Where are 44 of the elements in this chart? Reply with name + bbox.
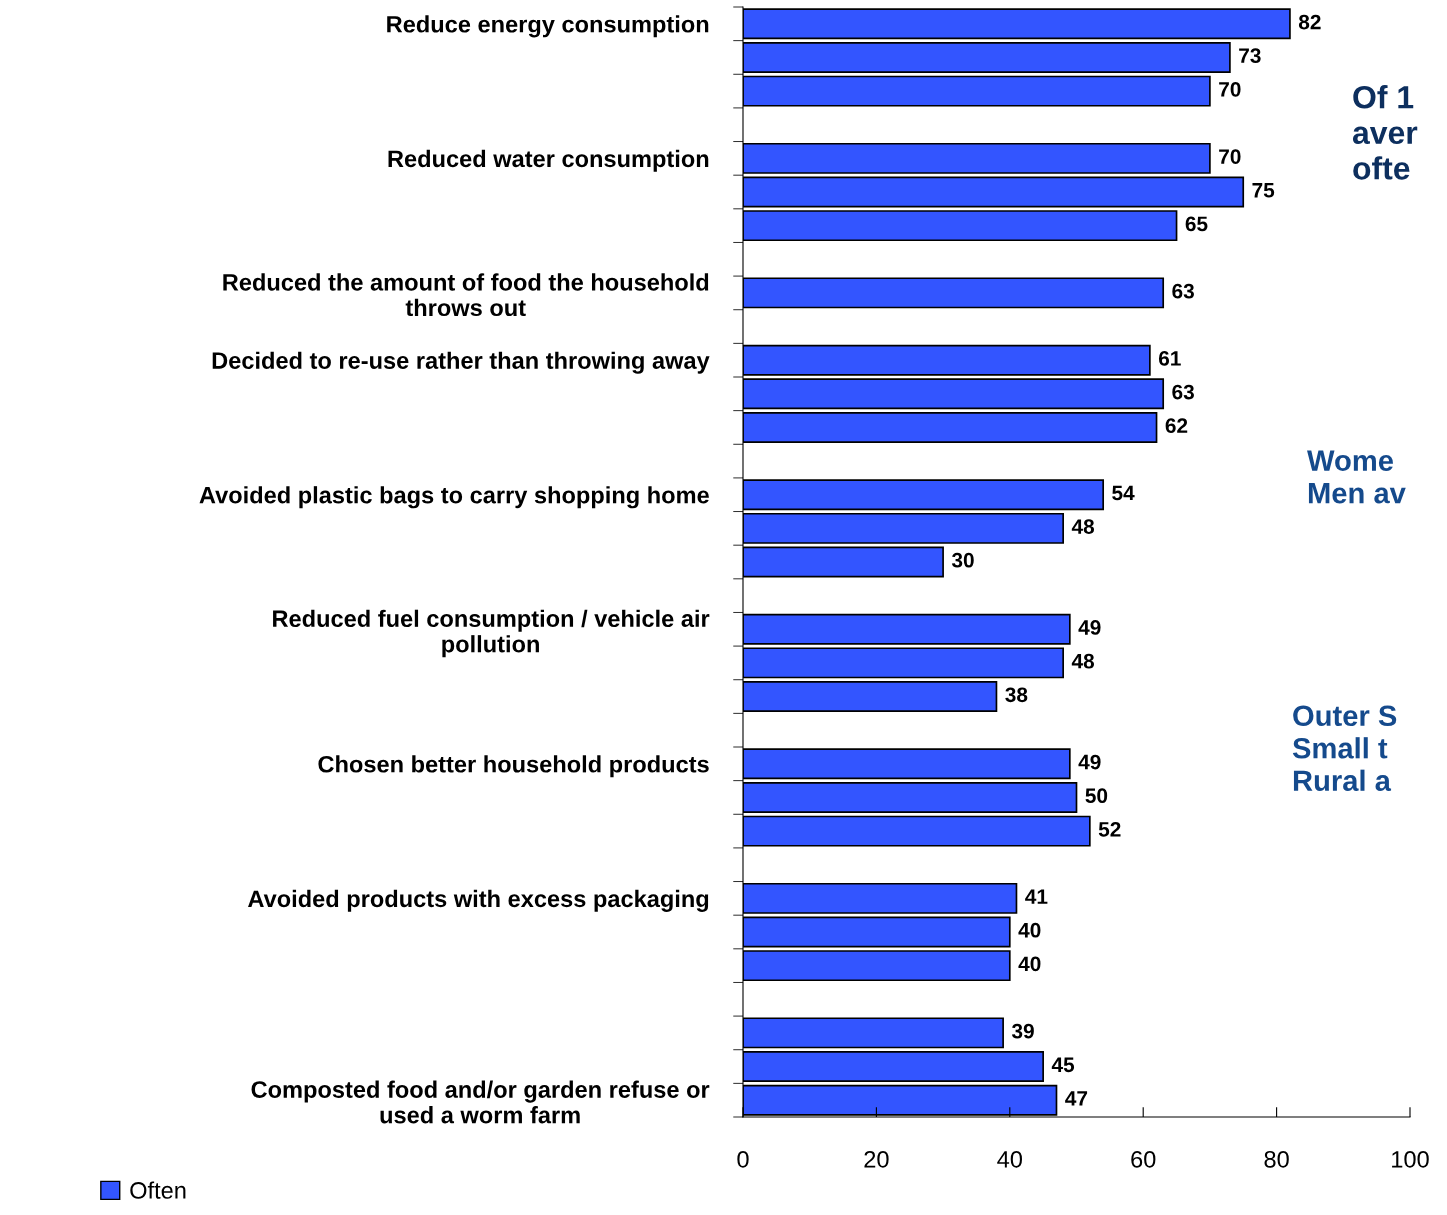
data-label: 49	[1078, 620, 1101, 635]
data-label: 63	[1172, 384, 1194, 400]
data-label: 45	[1051, 1057, 1075, 1073]
data-label: 52	[1098, 821, 1121, 837]
annotation: Outer S Small t Rural a	[1292, 705, 1397, 792]
annotation: Wome Men av	[1307, 450, 1406, 504]
data-label: 70	[1219, 81, 1241, 97]
y-tick-label: Composted food and/or garden refuse or used a worm farm	[251, 1080, 710, 1124]
legend-label: Often	[130, 1181, 186, 1199]
data-label: 38	[1005, 687, 1028, 703]
y-tick-label: Avoided plastic bags to carry shopping home	[199, 486, 709, 509]
data-label: 48	[1071, 653, 1095, 669]
data-label: 39	[1011, 1023, 1034, 1039]
data-label: 48	[1071, 519, 1095, 534]
data-label: 62	[1165, 418, 1188, 434]
data-label: 70	[1219, 149, 1241, 164]
data-label: 75	[1252, 183, 1275, 198]
x-tick-label: 40	[997, 1150, 1023, 1168]
data-label: 54	[1112, 485, 1135, 501]
data-label: 40	[1018, 922, 1041, 938]
x-tick-label: 60	[1131, 1150, 1156, 1168]
annotation: Of 1 aver ofte	[1352, 85, 1418, 180]
data-label: 40	[1018, 956, 1041, 972]
y-tick-label: Reduce energy consumption	[387, 15, 709, 38]
x-tick-label: 100	[1392, 1150, 1429, 1168]
data-label: 61	[1158, 351, 1181, 366]
y-tick-label: Chosen better household products	[318, 755, 709, 778]
data-label: 50	[1085, 788, 1108, 804]
data-label: 73	[1239, 48, 1261, 64]
data-label: 82	[1298, 14, 1321, 30]
y-tick-label: Reduced fuel consumption / vehicle air pollution	[273, 609, 710, 658]
y-tick-label: Reduced water consumption	[388, 149, 709, 172]
data-label: 30	[951, 552, 974, 568]
data-label: 49	[1078, 754, 1101, 770]
data-label: 63	[1172, 283, 1194, 299]
data-label: 47	[1065, 1091, 1088, 1106]
y-tick-label: Decided to re-use rather than throwing away	[212, 351, 710, 374]
x-tick-label: 80	[1264, 1150, 1289, 1168]
x-tick-label: 20	[864, 1150, 889, 1168]
y-tick-label: Avoided products with excess packaging	[248, 889, 709, 912]
data-label: 41	[1025, 889, 1048, 904]
x-tick-label: 0	[737, 1150, 749, 1168]
data-label: 65	[1185, 216, 1208, 232]
y-tick-label: Reduced the amount of food the household throws out	[223, 273, 709, 317]
